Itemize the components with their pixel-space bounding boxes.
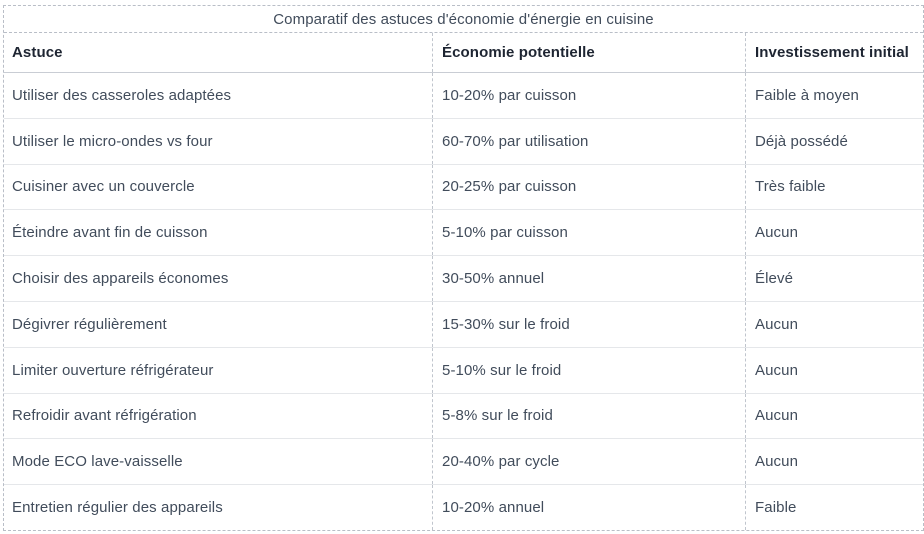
cell-economie: 10-20% par cuisson xyxy=(432,73,745,118)
cell-astuce: Cuisiner avec un couvercle xyxy=(12,178,195,196)
cell-investissement: Élevé xyxy=(745,256,923,301)
comparison-table: Comparatif des astuces d'économie d'éner… xyxy=(3,5,924,531)
table-row: Éteindre avant fin de cuisson 5-10% par … xyxy=(4,209,923,256)
column-header-economie: Économie potentielle xyxy=(432,33,745,72)
cell-investissement: Aucun xyxy=(745,439,923,485)
table-caption: Comparatif des astuces d'économie d'éner… xyxy=(4,6,923,33)
column-header-investissement: Investissement initial xyxy=(745,33,923,72)
cell-economie: 10-20% annuel xyxy=(432,485,745,530)
cell-economie: 5-8% sur le froid xyxy=(432,393,745,439)
table-row: Choisir des appareils économes 30-50% an… xyxy=(4,255,923,301)
cell-economie: 5-10% sur le froid xyxy=(432,347,745,393)
cell-astuce: Mode ECO lave-vaisselle xyxy=(12,453,183,471)
cell-astuce: Choisir des appareils économes xyxy=(12,270,229,288)
cell-astuce: Éteindre avant fin de cuisson xyxy=(12,224,208,242)
cell-investissement: Faible à moyen xyxy=(745,73,923,118)
cell-investissement: Aucun xyxy=(745,301,923,347)
cell-investissement: Très faible xyxy=(745,164,923,210)
cell-economie: 60-70% par utilisation xyxy=(432,118,745,164)
cell-astuce: Entretien régulier des appareils xyxy=(12,499,223,517)
table-header-row: Astuce Économie potentielle Investisseme… xyxy=(4,33,923,73)
cell-astuce: Utiliser le micro-ondes vs four xyxy=(12,132,213,150)
cell-investissement: Aucun xyxy=(745,393,923,439)
table-row: Limiter ouverture réfrigérateur 5-10% su… xyxy=(4,346,923,393)
cell-economie: 20-25% par cuisson xyxy=(432,164,745,210)
cell-astuce: Dégivrer régulièrement xyxy=(12,315,167,333)
cell-economie: 15-30% sur le froid xyxy=(432,301,745,347)
table-row: Utiliser des casseroles adaptées 10-20% … xyxy=(4,73,923,118)
cell-investissement: Faible xyxy=(745,485,923,530)
cell-astuce: Limiter ouverture réfrigérateur xyxy=(12,361,214,379)
table-row: Entretien régulier des appareils 10-20% … xyxy=(4,484,923,530)
cell-economie: 30-50% annuel xyxy=(432,256,745,301)
table-row: Mode ECO lave-vaisselle 20-40% par cycle… xyxy=(4,438,923,485)
cell-economie: 5-10% par cuisson xyxy=(432,210,745,256)
table-row: Cuisiner avec un couvercle 20-25% par cu… xyxy=(4,163,923,210)
column-header-astuce: Astuce xyxy=(12,44,63,61)
table-row: Utiliser le micro-ondes vs four 60-70% p… xyxy=(4,117,923,164)
cell-astuce: Refroidir avant réfrigération xyxy=(12,407,197,425)
cell-astuce: Utiliser des casseroles adaptées xyxy=(12,86,232,104)
cell-economie: 20-40% par cycle xyxy=(432,439,745,485)
cell-investissement: Aucun xyxy=(745,210,923,256)
cell-investissement: Aucun xyxy=(745,347,923,393)
cell-investissement: Déjà possédé xyxy=(745,118,923,164)
table-row: Dégivrer régulièrement 15-30% sur le fro… xyxy=(4,300,923,347)
table-row: Refroidir avant réfrigération 5-8% sur l… xyxy=(4,392,923,439)
